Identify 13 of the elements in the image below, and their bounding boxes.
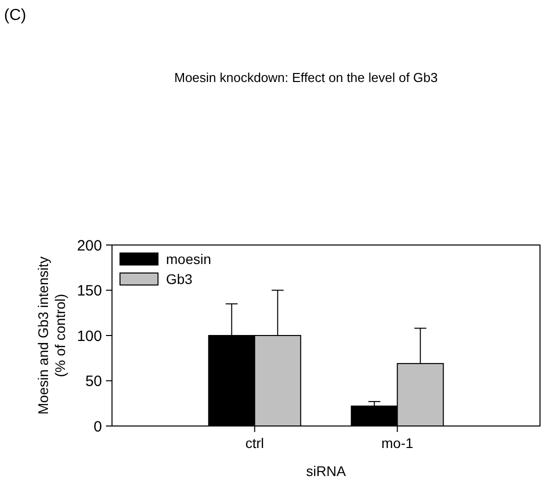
legend-label: Gb3 [166,271,193,287]
y-tick-label: 200 [76,237,102,254]
y-tick-label: 50 [85,373,102,390]
x-tick-label: mo-1 [381,435,414,451]
text: (C) [4,7,26,24]
chart-title: Moesin knockdown: Effect on the level of Gb3 [174,70,438,85]
y-tick-label: 100 [76,328,102,345]
legend-label: moesin [166,251,212,267]
y-tick-label: 0 [94,418,102,436]
y-tick-label: 150 [76,282,102,300]
y-axis-title: Moesin and Gb3 intensity (% of control) [35,256,68,414]
x-axis-title: siRNA [306,463,346,479]
x-tick-label: ctrl [245,435,264,451]
